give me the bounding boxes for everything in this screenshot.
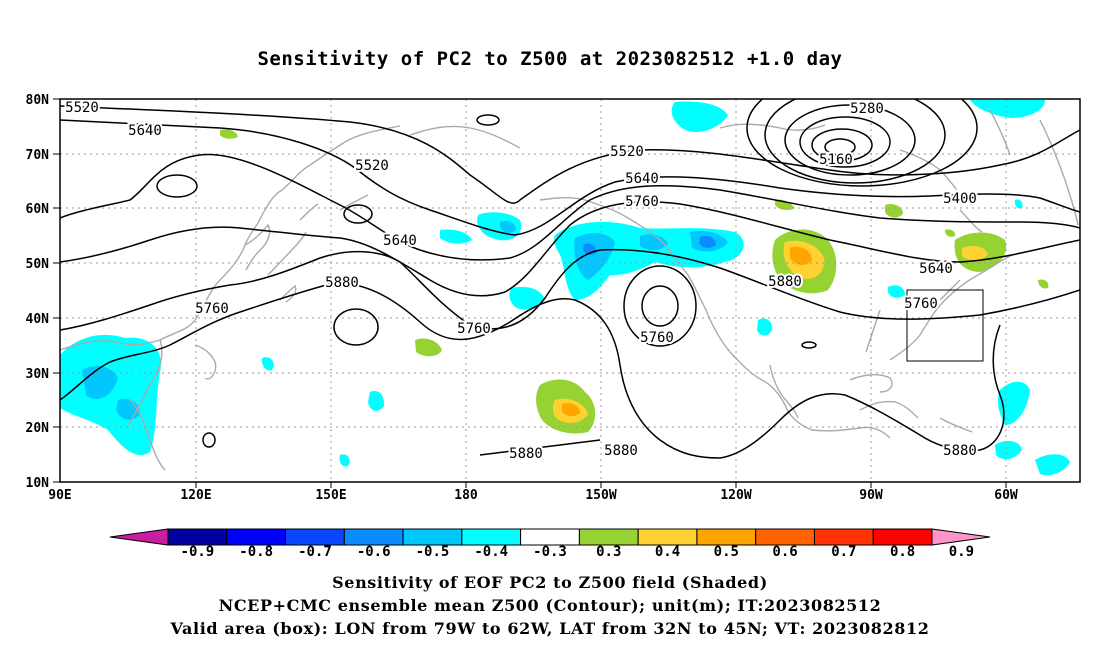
colorbar-label: -0.5 <box>416 544 450 560</box>
stronger-positive-regions <box>562 246 812 417</box>
colorbar-swatch <box>226 528 287 546</box>
contour-label: 5880 <box>604 443 638 459</box>
colorbar-swatch <box>520 528 580 546</box>
lat-label: 40N <box>26 312 50 327</box>
contour-label: 5760 <box>904 296 938 312</box>
colorbar-label: -0.7 <box>298 544 332 560</box>
colorbar-label: 0.5 <box>714 544 739 560</box>
lon-label: 150E <box>315 488 346 503</box>
map-title: Sensitivity of PC2 to Z500 at 2023082512… <box>257 48 843 70</box>
lon-label: 150W <box>585 488 616 503</box>
colorbar-label: -0.3 <box>533 544 567 560</box>
contour-label: 5640 <box>128 123 162 139</box>
colorbar-label: -0.8 <box>239 544 273 560</box>
colorbar-swatch <box>402 528 463 546</box>
contour-label: 5880 <box>943 443 977 459</box>
lat-ticks <box>53 98 1007 488</box>
colorbar-label: -0.6 <box>357 544 391 560</box>
contour-label: 5760 <box>640 330 674 346</box>
colorbar-swatch <box>285 528 345 546</box>
lat-label: 80N <box>26 93 50 108</box>
lon-label: 90W <box>859 488 883 503</box>
colorbar-label: 0.4 <box>655 544 680 560</box>
contour-label: 5160 <box>819 152 853 168</box>
lat-label: 10N <box>26 476 50 491</box>
lon-label: 120W <box>720 488 751 503</box>
contour-label: 5400 <box>943 191 977 207</box>
colorbar-swatch <box>813 528 874 546</box>
lat-axis: 80N 70N 60N 50N 40N 30N 20N 10N <box>26 93 50 491</box>
colorbar-swatches <box>167 528 933 546</box>
lon-label: 60W <box>994 488 1018 503</box>
lat-label: 50N <box>26 257 50 272</box>
colorbar-label: 0.7 <box>831 544 856 560</box>
colorbar-low-end-triangle <box>109 528 169 546</box>
colorbar-swatch <box>696 528 757 546</box>
caption-valid-area: Valid area (box): LON from 79W to 62W, L… <box>170 619 930 638</box>
map-frame <box>59 98 1081 483</box>
lon-label: 120E <box>180 488 211 503</box>
contour-label: 5520 <box>65 100 99 116</box>
colorbar-label: 0.6 <box>772 544 797 560</box>
colorbar-swatch <box>872 528 933 546</box>
colorbar-high-end-triangle <box>931 528 991 546</box>
lat-label: 20N <box>26 421 50 436</box>
colorbar-swatch <box>755 528 815 546</box>
colorbar-swatch <box>461 528 522 546</box>
lon-label: 180 <box>454 488 478 503</box>
colorbar-swatch <box>578 528 639 546</box>
lon-axis: 90E 120E 150E 180 150W 120W 90W 60W <box>48 488 1018 503</box>
contour-label-group: 5520 5640 5520 5640 5760 5880 5760 5520 … <box>63 98 979 464</box>
contour-label: 5880 <box>325 275 359 291</box>
contour-label: 5760 <box>625 194 659 210</box>
colorbar-label: 0.9 <box>949 544 974 560</box>
contour-label: 5640 <box>625 171 659 187</box>
lat-label: 60N <box>26 202 50 217</box>
contour-label: 5640 <box>383 233 417 249</box>
colorbar-label: 0.8 <box>890 544 915 560</box>
caption-shading: Sensitivity of EOF PC2 to Z500 field (Sh… <box>332 573 768 592</box>
caption-contour: NCEP+CMC ensemble mean Z500 (Contour); u… <box>218 596 882 615</box>
colorbar-label: 0.3 <box>596 544 621 560</box>
colorbar-swatch <box>167 528 228 546</box>
colorbar-label: -0.9 <box>181 544 215 560</box>
z500-contours <box>60 99 1080 459</box>
contour-label: 5760 <box>195 301 229 317</box>
colorbar-label: -0.4 <box>474 544 508 560</box>
lat-label: 70N <box>26 148 50 163</box>
valid-area-box <box>906 289 984 362</box>
colorbar-swatch <box>637 528 698 546</box>
colorbar: -0.9 -0.8 -0.7 -0.6 -0.5 -0.4 -0.3 0.3 0.4 0.5 0.6… <box>109 528 991 560</box>
contour-label: 5520 <box>610 144 644 160</box>
shading-layer <box>60 100 1070 476</box>
colorbar-labels: -0.9 -0.8 -0.7 -0.6 -0.5 -0.4 -0.3 0.3 0.4 0.5 0.6… <box>181 544 975 560</box>
graticule <box>60 99 1080 482</box>
lat-label: 30N <box>26 367 50 382</box>
contour-label: 5880 <box>768 274 802 290</box>
contour-label: 5520 <box>355 158 389 174</box>
contour-label: 5280 <box>850 101 884 117</box>
lon-label: 90E <box>48 488 71 503</box>
contour-label: 5880 <box>509 446 543 462</box>
colorbar-swatch <box>343 528 404 546</box>
contour-label: 5760 <box>457 321 491 337</box>
contour-label: 5640 <box>919 261 953 277</box>
